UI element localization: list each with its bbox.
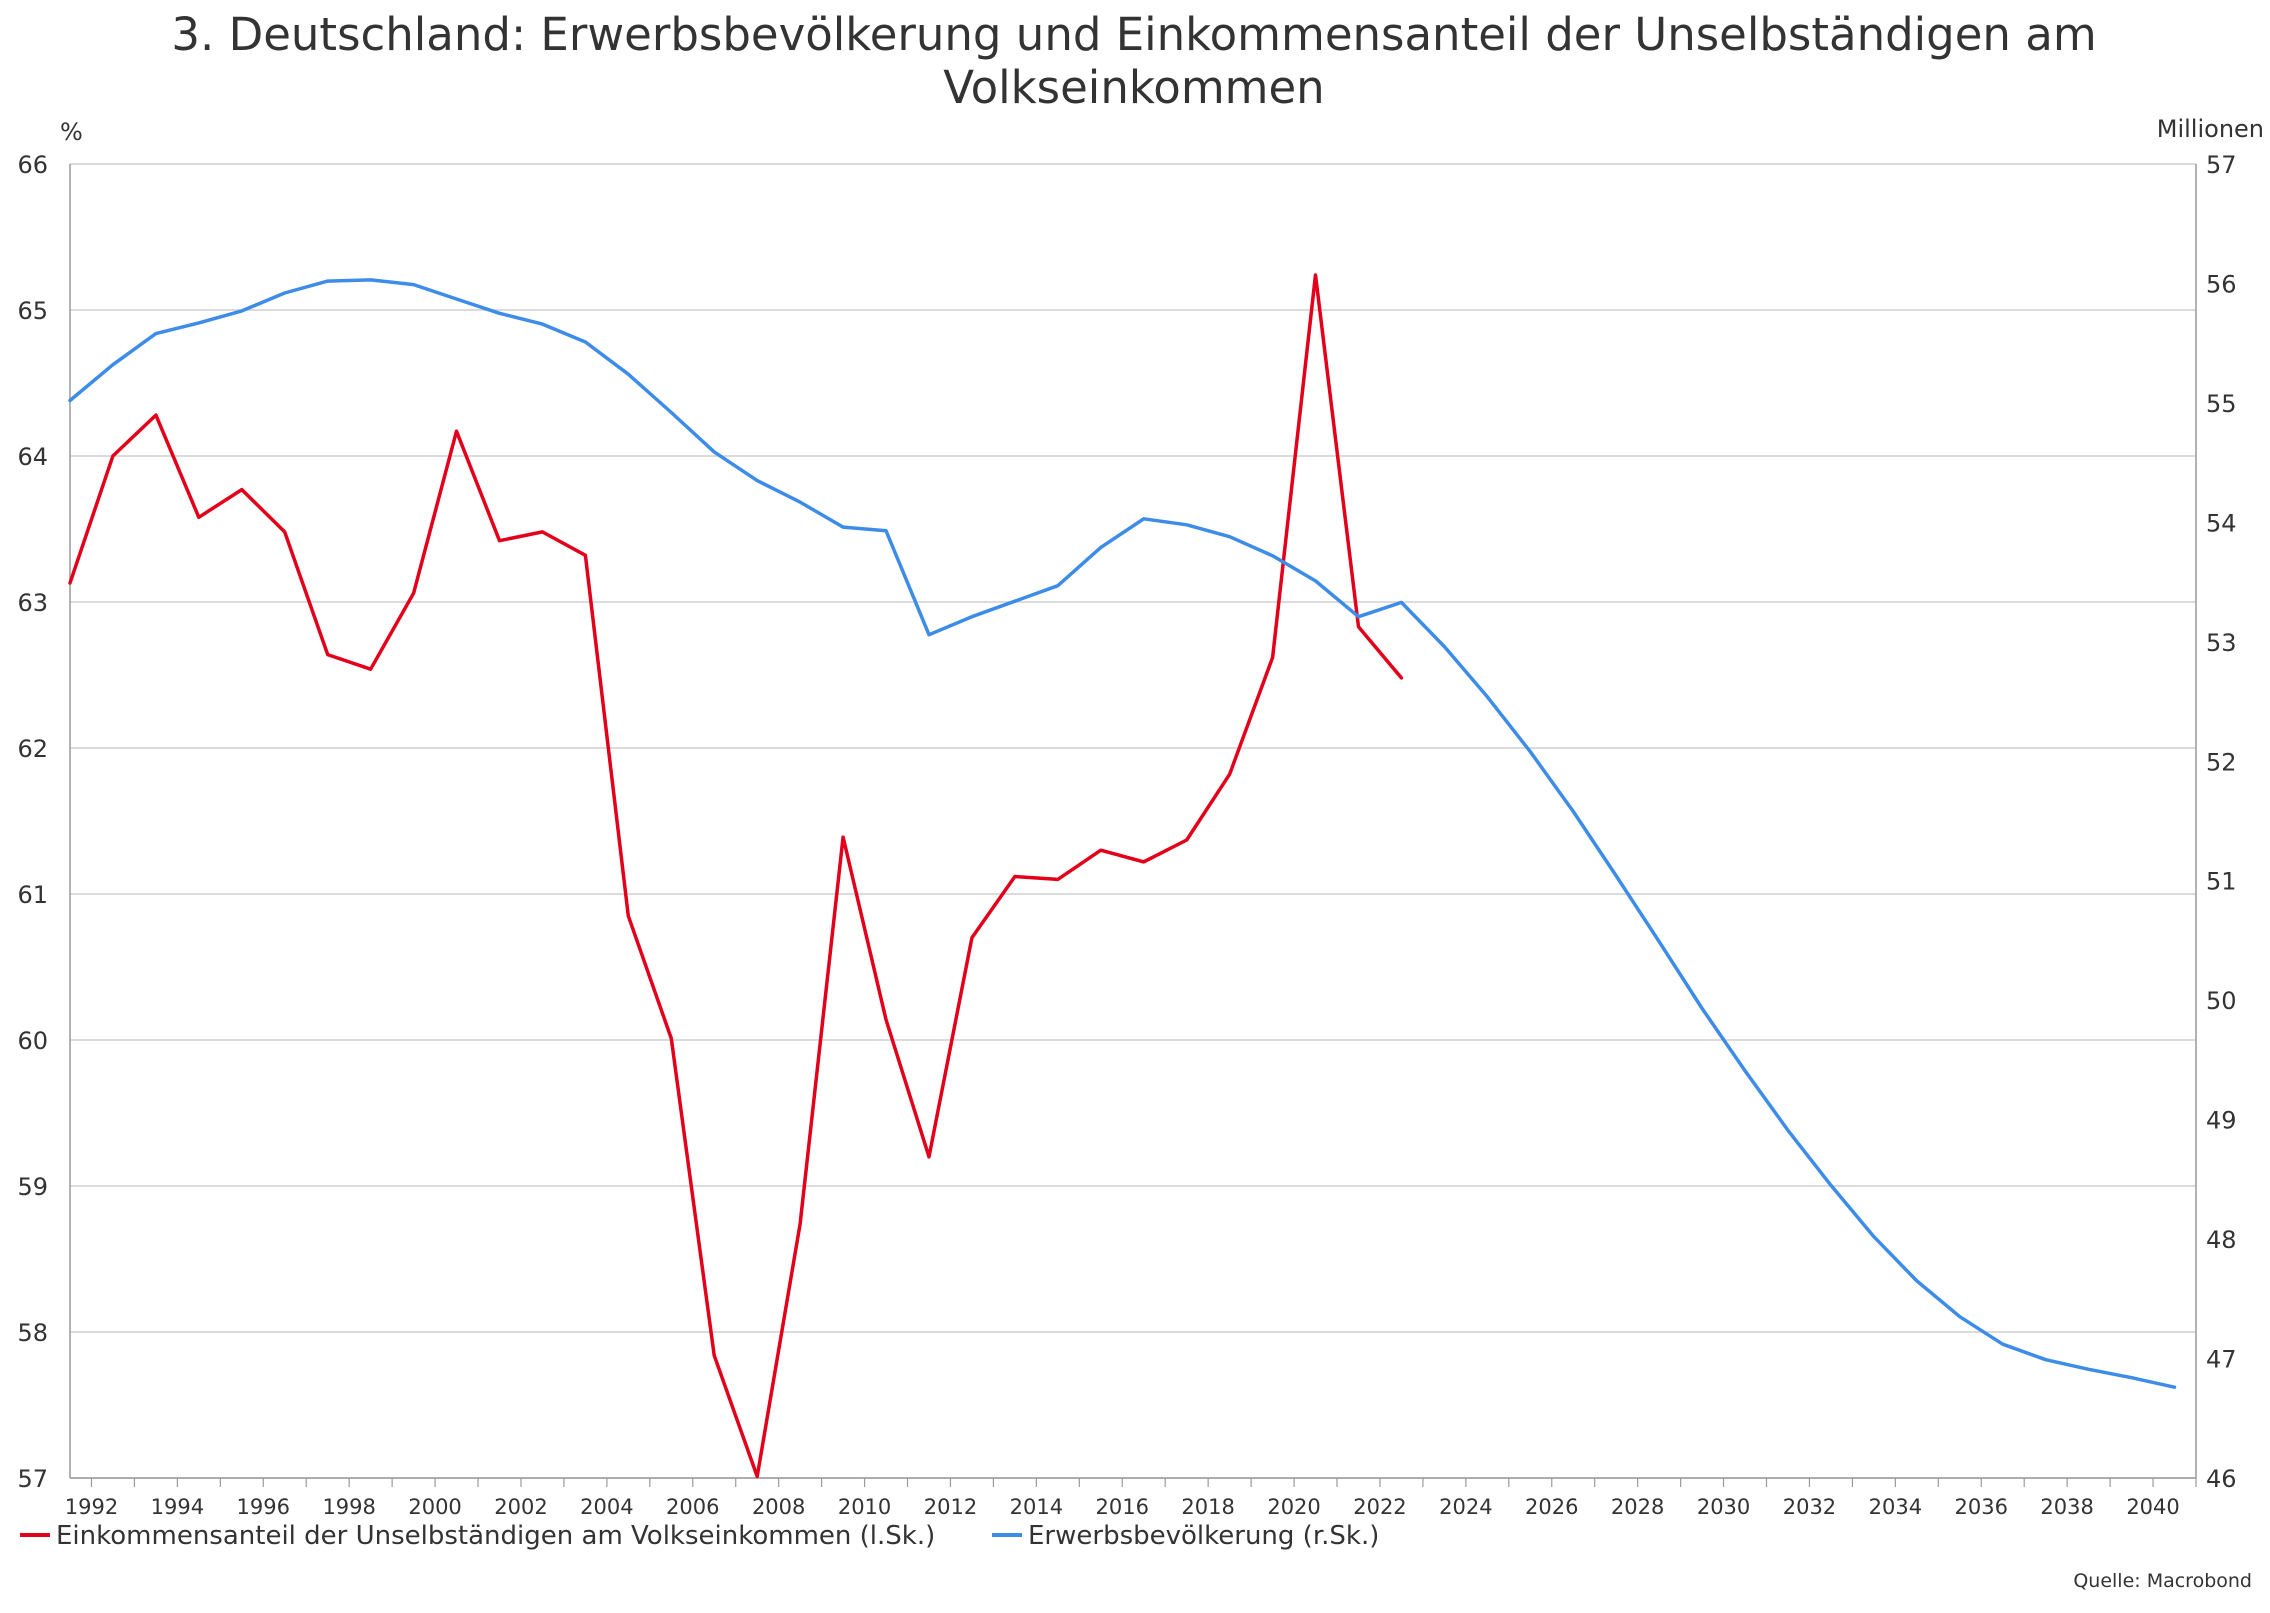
x-tick-label-2002: 2002 xyxy=(494,1495,547,1519)
x-tick-label-2008: 2008 xyxy=(752,1495,805,1519)
x-tick-label-1996: 1996 xyxy=(237,1495,290,1519)
right-axis-tick-labels: 46 47 48 49 50 51 52 53 54 55 56 57 xyxy=(2206,151,2237,1493)
x-tick-label-1992: 1992 xyxy=(65,1495,118,1519)
x-tick-label-2020: 2020 xyxy=(1267,1495,1320,1519)
left-axis-tick-labels: 57 58 59 60 61 62 63 64 65 66 xyxy=(17,151,48,1493)
x-tick-label-1994: 1994 xyxy=(151,1495,204,1519)
right-tick-label-50: 50 xyxy=(2206,987,2237,1015)
left-tick-label-64: 64 xyxy=(17,443,48,471)
series-line-erwerbsbevoelkerung xyxy=(68,278,2177,1389)
x-tick-label-2016: 2016 xyxy=(1096,1495,1149,1519)
right-tick-label-46: 46 xyxy=(2206,1465,2237,1493)
x-tick-label-2034: 2034 xyxy=(1869,1495,1922,1519)
series-lines xyxy=(68,273,2177,1479)
x-tick-label-2000: 2000 xyxy=(408,1495,461,1519)
x-tick-label-2032: 2032 xyxy=(1783,1495,1836,1519)
right-tick-label-47: 47 xyxy=(2206,1346,2237,1374)
x-tick-label-2030: 2030 xyxy=(1697,1495,1750,1519)
left-tick-label-57: 57 xyxy=(17,1465,48,1493)
axes xyxy=(69,164,2197,1487)
x-tick-label-2010: 2010 xyxy=(838,1495,891,1519)
source-note: Quelle: Macrobond xyxy=(2073,1570,2252,1592)
legend: Einkommensanteil der Unselbständigen am … xyxy=(20,1521,1379,1551)
chart-title-line-1: 3. Deutschland: Erwerbsbevölkerung und E… xyxy=(171,8,2096,61)
legend-label-erwerbsbevoelkerung: Erwerbsbevölkerung (r.Sk.) xyxy=(1028,1521,1379,1551)
right-axis-unit: Millionen xyxy=(2157,115,2264,143)
left-tick-label-65: 65 xyxy=(17,297,48,325)
legend-label-einkommensanteil: Einkommensanteil der Unselbständigen am … xyxy=(56,1521,935,1551)
x-tick-label-1998: 1998 xyxy=(322,1495,375,1519)
right-tick-label-56: 56 xyxy=(2206,270,2237,298)
left-tick-label-66: 66 xyxy=(17,151,48,179)
left-tick-label-63: 63 xyxy=(17,589,48,617)
x-tick-label-2012: 2012 xyxy=(924,1495,977,1519)
x-tick-label-2026: 2026 xyxy=(1525,1495,1578,1519)
left-tick-label-62: 62 xyxy=(17,735,48,763)
left-tick-label-61: 61 xyxy=(17,881,48,909)
right-tick-label-53: 53 xyxy=(2206,629,2237,657)
x-tick-label-2004: 2004 xyxy=(580,1495,633,1519)
chart-title-line-2: Volkseinkommen xyxy=(943,61,1324,114)
x-axis-tick-labels: 1992 1994 1996 1998 2000 2002 2004 2006 2008 2010… xyxy=(65,1495,2180,1519)
right-tick-label-55: 55 xyxy=(2206,390,2237,418)
right-tick-label-48: 48 xyxy=(2206,1226,2237,1254)
x-tick-label-2038: 2038 xyxy=(2040,1495,2093,1519)
x-tick-label-2024: 2024 xyxy=(1439,1495,1492,1519)
x-tick-label-2018: 2018 xyxy=(1181,1495,1234,1519)
gridlines xyxy=(70,163,2196,1479)
right-tick-label-52: 52 xyxy=(2206,748,2237,776)
x-tick-label-2006: 2006 xyxy=(666,1495,719,1519)
x-tick-label-2022: 2022 xyxy=(1353,1495,1406,1519)
left-axis-unit: % xyxy=(60,118,83,146)
right-tick-label-49: 49 xyxy=(2206,1107,2237,1135)
right-tick-label-51: 51 xyxy=(2206,868,2237,896)
left-tick-label-60: 60 xyxy=(17,1027,48,1055)
series-line-einkommensanteil xyxy=(68,273,1404,1479)
right-tick-label-54: 54 xyxy=(2206,509,2237,537)
x-tick-label-2014: 2014 xyxy=(1010,1495,1063,1519)
left-tick-label-59: 59 xyxy=(17,1173,48,1201)
x-tick-label-2040: 2040 xyxy=(2126,1495,2179,1519)
right-tick-label-57: 57 xyxy=(2206,151,2237,179)
x-tick-label-2036: 2036 xyxy=(1955,1495,2008,1519)
x-tick-label-2028: 2028 xyxy=(1611,1495,1664,1519)
left-tick-label-58: 58 xyxy=(17,1319,48,1347)
